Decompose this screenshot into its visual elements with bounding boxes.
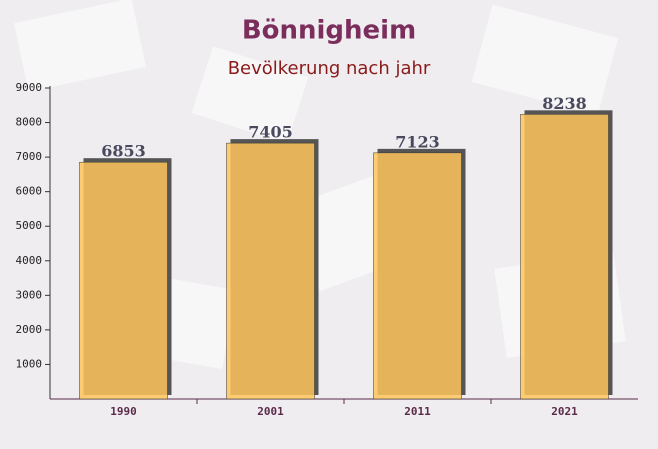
x-tick-label: 2021 [551,405,578,418]
bar [520,114,609,400]
value-label: 6853 [101,142,146,161]
x-tick-label: 2011 [404,405,431,418]
bar [373,152,462,400]
chart-title: Bönnigheim [242,16,416,46]
y-tick-label: 2000 [16,323,43,336]
x-tick-label: 2001 [257,405,284,418]
y-tick-label: 1000 [16,357,43,370]
bar [226,142,315,400]
y-tick-label: 4000 [16,254,43,267]
chart-subtitle: Bevölkerung nach jahr [228,58,431,79]
y-tick-label: 9000 [16,81,43,94]
value-label: 7123 [395,132,440,151]
y-tick-label: 6000 [16,185,43,198]
y-tick-label: 7000 [16,150,43,163]
y-tick-label: 3000 [16,288,43,301]
bar [79,161,168,400]
x-tick-label: 1990 [110,405,137,418]
value-label: 7405 [248,123,293,142]
y-tick-label: 5000 [16,219,43,232]
value-label: 8238 [542,94,587,113]
y-tick-label: 8000 [16,116,43,129]
